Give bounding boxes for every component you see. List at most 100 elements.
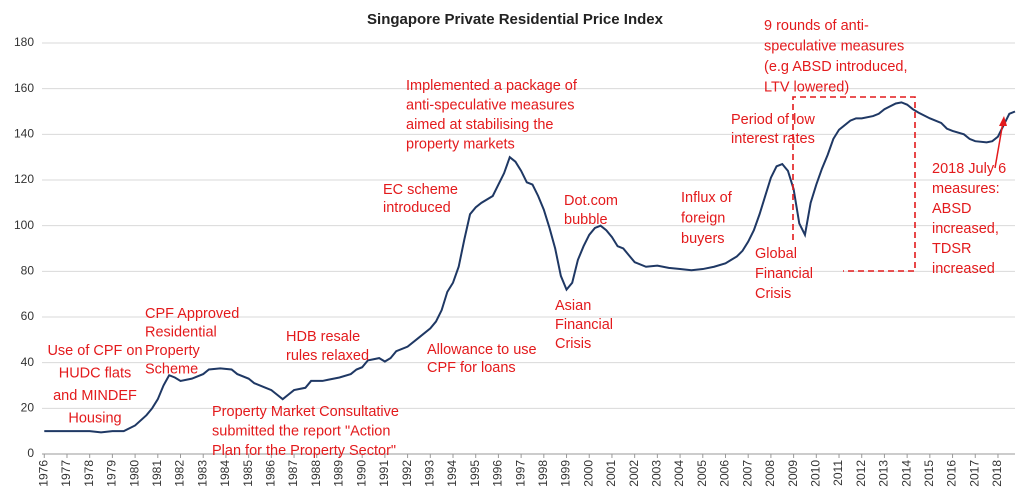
x-tick-label: 1982: [173, 460, 187, 487]
annotation: Residential: [145, 324, 217, 340]
x-tick-label: 2013: [877, 460, 891, 487]
x-tick-label: 1988: [309, 460, 323, 487]
x-tick-label: 2001: [604, 460, 618, 487]
x-tick-label: 2006: [718, 460, 732, 487]
x-tick-label: 1985: [241, 460, 255, 487]
y-tick-label: 160: [14, 81, 34, 95]
x-tick-label: 2010: [808, 460, 822, 487]
y-tick-label: 20: [21, 401, 35, 415]
annotation: Scheme: [145, 361, 198, 377]
x-tick-label: 1986: [264, 460, 278, 487]
x-tick-label: 1995: [468, 460, 482, 487]
x-tick-label: 2015: [922, 460, 936, 487]
y-tick-label: 120: [14, 172, 34, 186]
annotation: buyers: [681, 231, 725, 247]
y-tick-label: 40: [21, 355, 35, 369]
x-tick-label: 1983: [195, 460, 209, 487]
annotation: Global: [755, 246, 797, 262]
annotation: Use of CPF on: [47, 343, 142, 359]
x-tick-label: 2009: [786, 460, 800, 487]
x-tick-label: 1996: [491, 460, 505, 487]
annotation: submitted the report "Action: [212, 423, 390, 439]
annotation: Implemented a package of: [406, 78, 578, 94]
annotation: Allowance to use: [427, 342, 537, 358]
annotation: TDSR: [932, 241, 971, 257]
x-tick-label: 2008: [763, 460, 777, 487]
x-tick-label: 1999: [559, 460, 573, 487]
annotation: Period of low: [731, 112, 815, 128]
x-tick-label: 1979: [105, 460, 119, 487]
annotation: speculative measures: [764, 38, 904, 54]
x-tick-label: 2016: [945, 460, 959, 487]
annotation: 2018 July 6: [932, 161, 1006, 177]
y-tick-label: 80: [21, 264, 35, 278]
policy-box: [792, 96, 916, 272]
annotation: CPF for loans: [427, 360, 516, 376]
annotation: rules relaxed: [286, 348, 369, 364]
x-tick-label: 1978: [82, 460, 96, 487]
x-tick-label: 2007: [740, 460, 754, 487]
annotation: HUDC flats: [59, 365, 132, 381]
x-tick-label: 1981: [150, 460, 164, 487]
annotation: Financial: [755, 266, 813, 282]
y-tick-label: 100: [14, 218, 34, 232]
x-tick-label: 2002: [627, 460, 641, 487]
y-tick-label: 140: [14, 127, 34, 141]
x-tick-label: 1998: [536, 460, 550, 487]
annotation: Housing: [68, 410, 121, 426]
x-tick-label: 1997: [513, 460, 527, 487]
x-tick-label: 1990: [354, 460, 368, 487]
price-line: [44, 101, 1016, 434]
y-tick-label: 0: [27, 446, 34, 460]
annotation: introduced: [383, 200, 451, 216]
annotation: Dot.com: [564, 193, 618, 209]
x-tick-label: 2000: [581, 460, 595, 487]
annotation: (e.g ABSD introduced,: [764, 59, 907, 75]
x-tick-label: 2005: [695, 460, 709, 487]
annotation: HDB resale: [286, 329, 360, 345]
x-tick-label: 1976: [36, 460, 50, 487]
annotation: Financial: [555, 317, 613, 333]
annotation: increased: [932, 261, 995, 277]
annotation: and MINDEF: [53, 388, 137, 404]
x-tick-label: 1992: [400, 460, 414, 487]
annotation: foreign: [681, 210, 725, 226]
annotation: 9 rounds of anti-: [764, 18, 869, 34]
arrow: [994, 121, 1004, 169]
annotation: Crisis: [755, 286, 791, 302]
x-tick-label: 1994: [445, 460, 459, 487]
x-tick-label: 1991: [377, 460, 391, 487]
x-tick-label: 2012: [854, 460, 868, 487]
annotation: bubble: [564, 212, 608, 228]
annotation: anti-speculative measures: [406, 97, 574, 113]
annotation: Crisis: [555, 336, 591, 352]
annotation: aimed at stabilising the: [406, 117, 554, 133]
annotation: property markets: [406, 136, 515, 152]
y-tick-label: 60: [21, 309, 35, 323]
y-tick-label: 180: [14, 35, 34, 49]
x-tick-label: 1984: [218, 460, 232, 487]
arrow-head: [999, 116, 1007, 126]
annotation: LTV lowered): [764, 79, 849, 95]
annotation: Plan for the Property Sector": [212, 443, 396, 459]
x-tick-label: 1989: [332, 460, 346, 487]
plot: 0 20 40 60 80 100 120 140 160 180 1976 1977 1978 1979…: [14, 35, 1016, 487]
x-tick-label: 2018: [990, 460, 1004, 487]
annotation: EC scheme: [383, 182, 458, 198]
x-tick-label: 1987: [286, 460, 300, 487]
x-tick-label: 1977: [59, 460, 73, 487]
x-tick-label: 1993: [422, 460, 436, 487]
annotation: Asian: [555, 298, 591, 314]
annotation: Property Market Consultative: [212, 404, 399, 420]
x-tick-label: 2011: [831, 460, 845, 486]
annotation: ABSD: [932, 201, 972, 217]
x-tick-label: 1980: [127, 460, 141, 487]
x-tick-label: 2004: [672, 460, 686, 487]
annotation: CPF Approved: [145, 306, 239, 322]
annotation: Property: [145, 343, 201, 359]
annotation: increased,: [932, 221, 999, 237]
annotation: measures:: [932, 181, 1000, 197]
x-tick-label: 2014: [899, 460, 913, 487]
chart-title: Singapore Private Residential Price Inde…: [367, 11, 664, 28]
